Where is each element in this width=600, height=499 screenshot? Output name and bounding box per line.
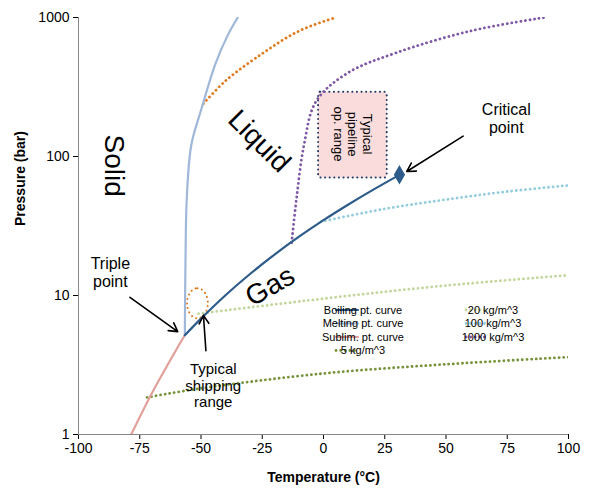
svg-text:50: 50: [438, 440, 454, 456]
svg-text:1000 kg/m^3: 1000 kg/m^3: [462, 331, 525, 343]
svg-text:Liquid: Liquid: [222, 104, 297, 179]
svg-text:Pressure (bar): Pressure (bar): [12, 131, 28, 226]
svg-text:100: 100: [46, 148, 70, 164]
svg-text:Typicalpipelineop. range: Typicalpipelineop. range: [331, 107, 375, 162]
svg-text:10: 10: [54, 287, 70, 303]
svg-text:-100: -100: [64, 440, 92, 456]
svg-text:1000: 1000: [38, 9, 69, 25]
svg-text:-50: -50: [191, 440, 211, 456]
svg-text:-25: -25: [252, 440, 272, 456]
svg-text:100: 100: [557, 440, 581, 456]
svg-text:20 kg/m^3: 20 kg/m^3: [468, 304, 518, 316]
svg-text:Sublim. pt. curve: Sublim. pt. curve: [322, 331, 404, 343]
svg-text:5 kg/m^3: 5 kg/m^3: [341, 344, 385, 356]
svg-text:1: 1: [61, 426, 70, 442]
svg-text:Criticalpoint: Criticalpoint: [482, 101, 531, 136]
svg-text:Typicalshippingrange: Typicalshippingrange: [185, 360, 241, 410]
svg-text:Temperature (°C): Temperature (°C): [267, 469, 380, 485]
svg-text:Gas: Gas: [240, 260, 300, 313]
svg-text:-75: -75: [130, 440, 150, 456]
svg-text:Melting pt. curve: Melting pt. curve: [323, 317, 404, 329]
svg-text:100 kg/m^3: 100 kg/m^3: [465, 317, 522, 329]
svg-text:75: 75: [499, 440, 515, 456]
svg-text:Boiling pt. curve: Boiling pt. curve: [324, 304, 402, 316]
svg-text:0: 0: [320, 440, 328, 456]
svg-text:Triplepoint: Triplepoint: [91, 255, 131, 290]
svg-text:Solid: Solid: [99, 134, 130, 196]
svg-text:25: 25: [377, 440, 393, 456]
